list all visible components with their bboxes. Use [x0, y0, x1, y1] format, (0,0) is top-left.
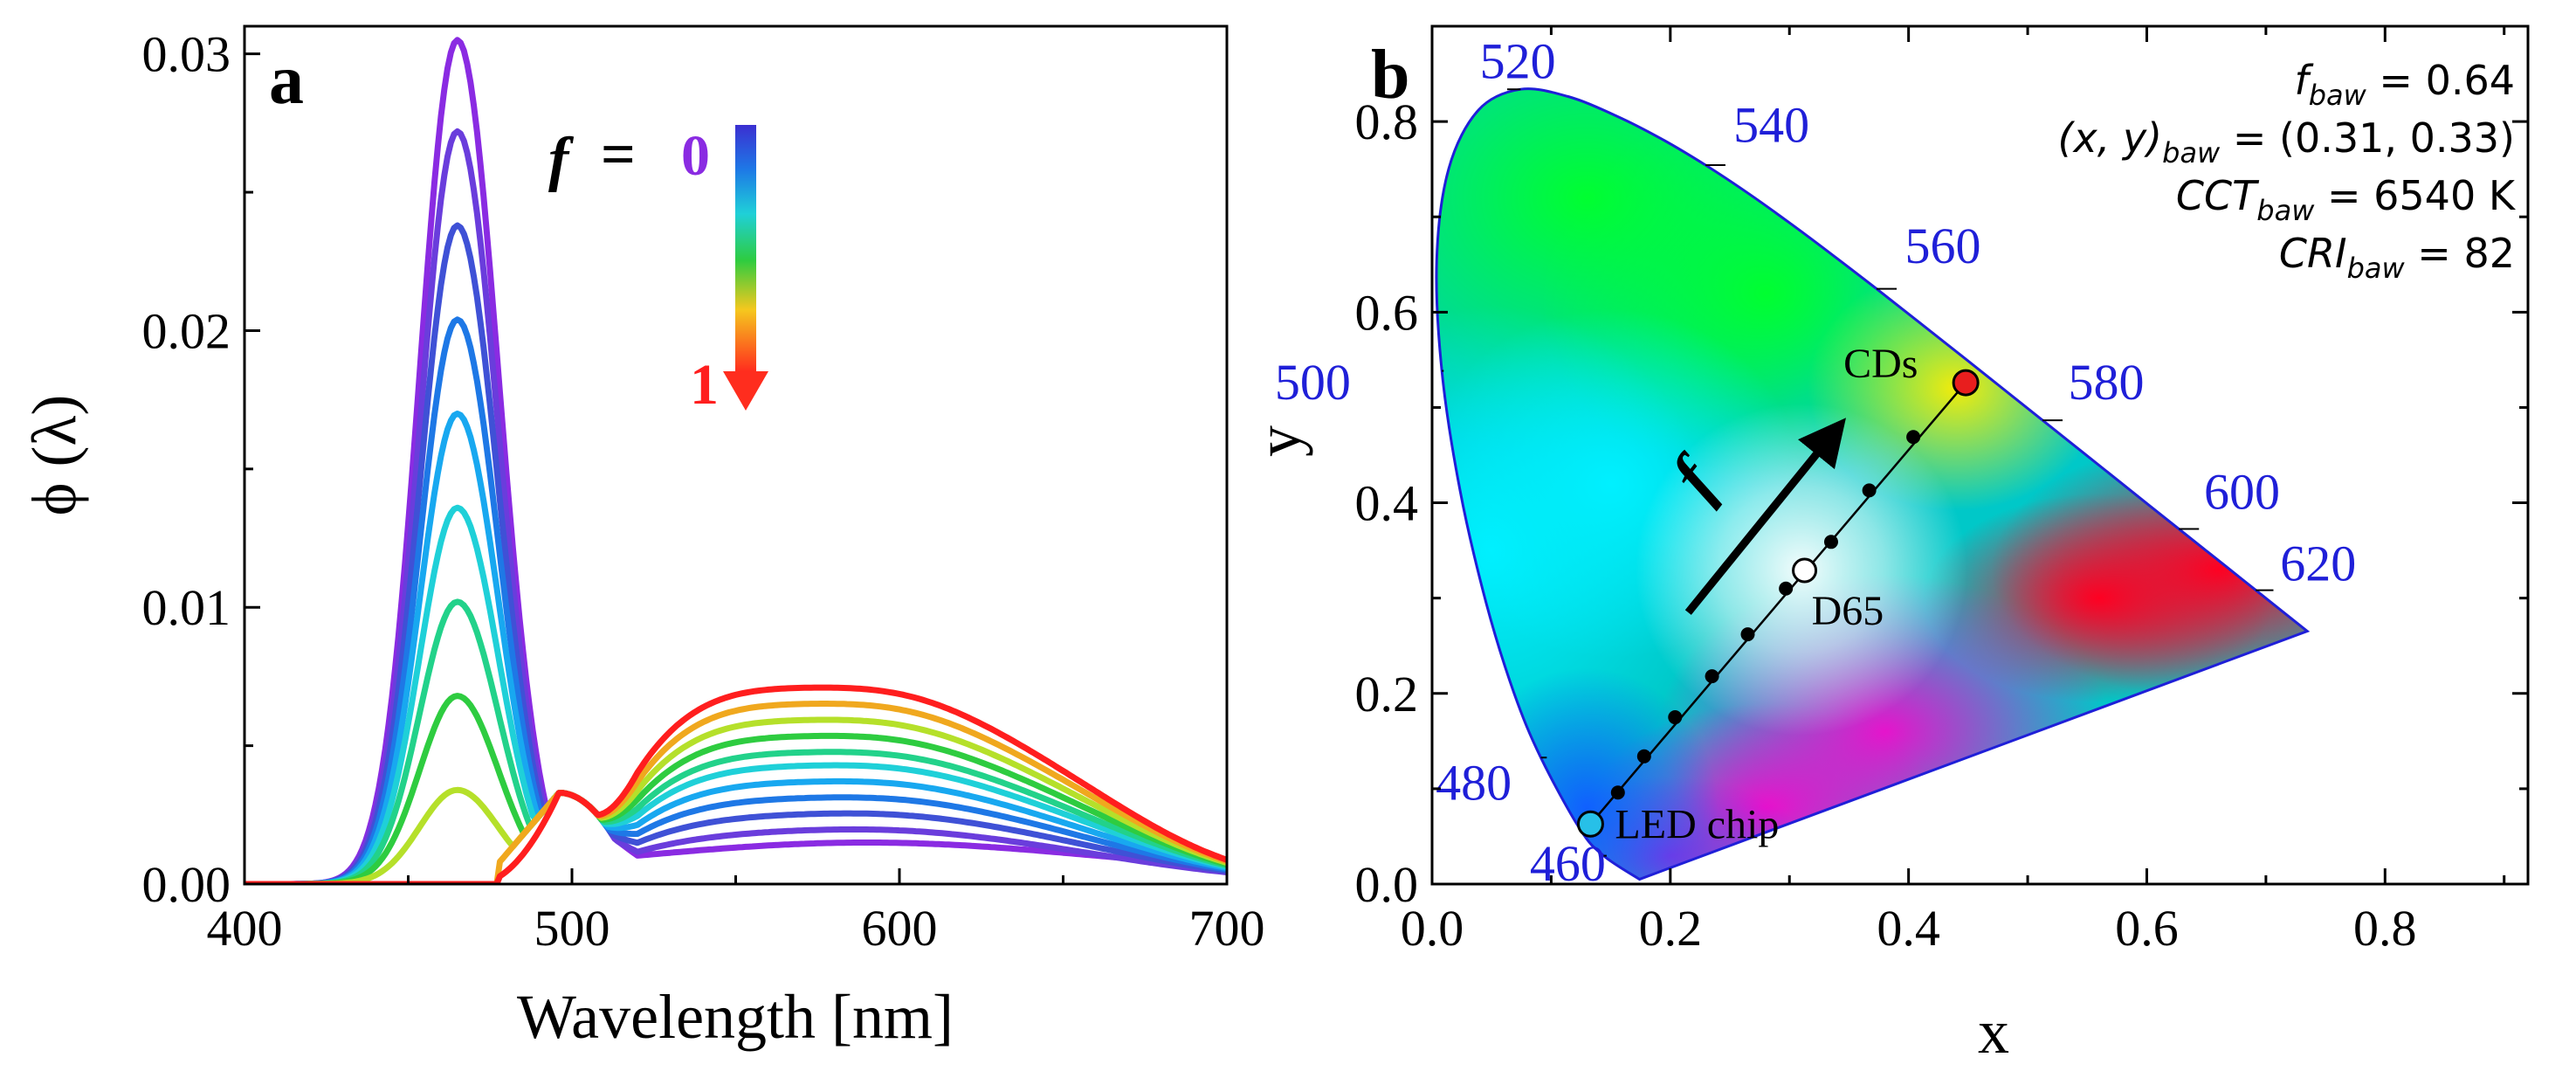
- cds-point: [1952, 369, 1980, 397]
- panel-b-ylabel: y: [1243, 425, 1313, 457]
- d65-label: D65: [1812, 588, 1884, 634]
- info-line: (x, y)baw = (0.31, 0.33): [2058, 114, 2515, 169]
- y-tick-label: 0.00: [142, 856, 231, 913]
- y-tick-label: 0.03: [142, 26, 231, 83]
- y-tick-label: 0.4: [1355, 475, 1419, 532]
- spectrum-line-f-0.7: [245, 693, 1227, 884]
- f-arrow-shaft: [1684, 418, 1846, 615]
- spectral-locus: [1435, 87, 2311, 881]
- led-chip-label: LED chip: [1615, 801, 1779, 847]
- panel-a-label: a: [269, 42, 304, 119]
- mixing-line: LED chip CDs D65: [1576, 341, 1980, 847]
- y-tick-label: 0.02: [142, 302, 231, 359]
- mixing-point: [1906, 430, 1921, 445]
- spectrum-line-f-0.4: [245, 411, 1227, 884]
- f-legend-symbol: f: [548, 126, 575, 193]
- f-legend: f = 0 1: [548, 121, 768, 417]
- f-legend-bottom-value: 1: [690, 353, 719, 417]
- panel-a-ticks: 400 500 600 700 0.00 0.01 0.02 0.03: [142, 26, 1265, 957]
- y-tick-label: 0.6: [1355, 284, 1419, 341]
- wavelength-label: 560: [1905, 218, 1981, 274]
- mixing-point: [1705, 669, 1719, 684]
- f-legend-equals: =: [601, 121, 636, 189]
- x-tick-label: 0.0: [1401, 900, 1464, 957]
- info-line: fbaw = 0.64: [2294, 57, 2515, 112]
- panel-a-ylabel: ϕ (λ): [19, 395, 89, 516]
- y-tick-label: 0.01: [142, 579, 231, 636]
- mixing-point: [1740, 627, 1755, 642]
- f-colorbar: [735, 125, 756, 371]
- mixing-point: [1610, 785, 1625, 800]
- spectrum-line-f-0.9: [245, 701, 1227, 884]
- mixing-point: [1779, 581, 1794, 596]
- baw-info: fbaw = 0.64(x, y)baw = (0.31, 0.33)CCTba…: [2058, 57, 2517, 285]
- panel-a-spectra-chart: 400 500 600 700 0.00 0.01 0.02 0.03 a f = 0 1 W…: [19, 24, 1265, 1052]
- y-tick-label: 0.0: [1355, 856, 1419, 913]
- spectrum-line-f-0.5: [245, 504, 1227, 884]
- led-chip-point: [1576, 810, 1604, 838]
- wavelength-label: 600: [2204, 464, 2280, 521]
- x-tick-label: 600: [862, 900, 938, 957]
- y-tick-label: 0.2: [1355, 666, 1419, 722]
- mixing-point: [1862, 483, 1877, 498]
- spectrum-line-f-1: [245, 684, 1227, 884]
- panel-b-xlabel: x: [1978, 997, 2009, 1067]
- spectrum-line-f-0.1: [245, 128, 1227, 884]
- f-arrow-down-icon: [723, 371, 768, 411]
- spectrum-line-f-0: [245, 37, 1227, 884]
- spectrum-line-f-0.8: [245, 716, 1227, 884]
- wavelength-label: 580: [2068, 354, 2144, 411]
- x-tick-label: 0.6: [2115, 900, 2179, 957]
- cds-label: CDs: [1843, 341, 1918, 387]
- wavelength-label: 520: [1480, 32, 1556, 89]
- spectrum-line-f-0.6: [245, 598, 1227, 884]
- wavelength-label: 540: [1733, 97, 1809, 154]
- info-line: CRIbaw = 82: [2279, 230, 2515, 285]
- x-tick-label: 0.2: [1639, 900, 1703, 957]
- x-tick-label: 500: [534, 900, 610, 957]
- spectra-series-group: [245, 37, 1227, 884]
- f-legend-top-value: 0: [681, 124, 710, 188]
- x-tick-label: 0.8: [2353, 900, 2417, 957]
- mixing-point: [1636, 749, 1651, 764]
- y-tick-label: 0.8: [1355, 93, 1419, 150]
- info-line: CCTbaw = 6540 K: [2176, 172, 2517, 227]
- spectrum-line-f-0.2: [245, 222, 1227, 884]
- mixing-point: [1823, 535, 1838, 549]
- x-tick-label: 400: [207, 900, 283, 957]
- x-tick-label: 0.4: [1877, 900, 1940, 957]
- spectrum-line-f-0.3: [245, 316, 1227, 884]
- wavelength-label: 620: [2280, 535, 2356, 591]
- x-tick-label: 700: [1189, 900, 1265, 957]
- mixing-line-path: [1589, 382, 1967, 826]
- panel-b-ticks: 0.0 0.2 0.4 0.6 0.8 0.0 0.2 0.4 0.6 0.8: [1355, 24, 2528, 957]
- wavelength-label: 480: [1436, 754, 1512, 811]
- panel-b-plot-frame: [1430, 24, 2530, 886]
- mixing-point: [1668, 710, 1683, 725]
- wavelength-label: 500: [1275, 354, 1351, 411]
- d65-point: [1792, 557, 1818, 584]
- panel-a-xlabel: Wavelength [nm]: [517, 982, 954, 1052]
- wavelength-label: 460: [1530, 835, 1606, 892]
- panel-b-label: b: [1371, 37, 1410, 114]
